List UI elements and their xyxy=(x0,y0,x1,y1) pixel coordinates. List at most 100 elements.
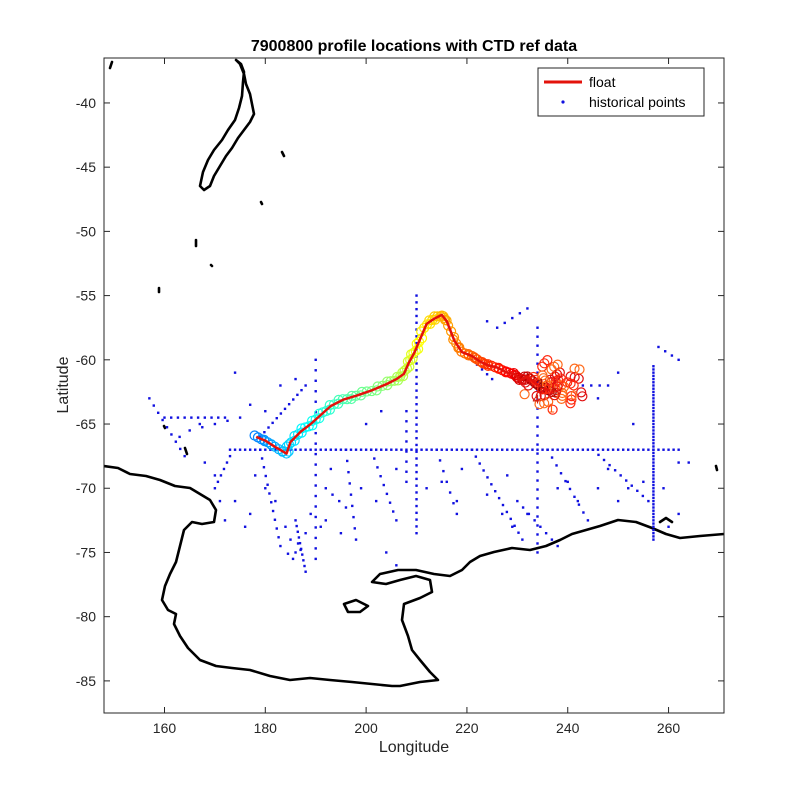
historical-point-254 xyxy=(163,416,166,419)
historical-point-35 xyxy=(405,448,408,451)
historical-point-60 xyxy=(531,448,534,451)
historical-point-349 xyxy=(539,525,542,528)
historical-point-66 xyxy=(561,448,564,451)
historical-point-391 xyxy=(218,499,222,503)
historical-point-4 xyxy=(248,448,252,451)
legend-historical-label: historical points xyxy=(589,94,686,110)
historical-point-263 xyxy=(223,416,227,419)
coastline-islands xyxy=(157,150,286,456)
historical-point-363 xyxy=(405,460,408,463)
historical-point-317 xyxy=(555,464,558,467)
historical-point-389 xyxy=(203,461,207,464)
historical-point-120 xyxy=(652,461,655,464)
historical-point-195 xyxy=(536,452,539,455)
historical-point-430 xyxy=(198,422,201,426)
legend[interactable]: float historical points xyxy=(537,67,705,117)
historical-point-449 xyxy=(460,467,464,471)
historical-point-440 xyxy=(616,371,620,374)
float-track-layer xyxy=(255,313,551,455)
historical-point-380 xyxy=(188,429,191,432)
historical-point-436 xyxy=(364,422,368,426)
historical-point-171 xyxy=(415,470,418,474)
historical-point-109 xyxy=(652,426,655,429)
y-tick-label-4: -60 xyxy=(76,352,96,368)
historical-point-75 xyxy=(606,448,610,451)
historical-point-352 xyxy=(556,544,559,548)
historical-point-361 xyxy=(405,440,408,443)
historical-point-198 xyxy=(536,479,539,482)
historical-point-269 xyxy=(268,492,271,495)
historical-point-89 xyxy=(677,448,680,451)
historical-point-76 xyxy=(611,448,615,451)
historical-point-50 xyxy=(480,448,484,451)
historical-point-54 xyxy=(501,448,504,451)
historical-point-158 xyxy=(415,382,418,386)
historical-point-246 xyxy=(152,404,155,407)
float-end-circle-8 xyxy=(576,387,587,398)
historical-point-137 xyxy=(652,515,655,519)
float-end-circle-58 xyxy=(565,398,576,409)
float-end-circle-17 xyxy=(523,380,534,391)
historical-point-160 xyxy=(415,396,418,399)
historical-point-229 xyxy=(296,393,299,397)
historical-point-98 xyxy=(652,390,655,394)
historical-point-264 xyxy=(259,448,262,451)
historical-point-214 xyxy=(314,431,317,435)
historical-point-415 xyxy=(485,493,489,496)
historical-point-276 xyxy=(344,448,348,451)
historical-point-278 xyxy=(347,470,350,474)
historical-point-205 xyxy=(536,542,539,545)
historical-point-422 xyxy=(596,487,600,490)
historical-point-405 xyxy=(319,525,322,528)
historical-point-388 xyxy=(344,506,348,509)
y-tick-label-2: -50 xyxy=(76,223,96,239)
historical-point-374 xyxy=(303,564,306,568)
historical-point-407 xyxy=(339,531,343,535)
historical-point-181 xyxy=(536,326,539,329)
historical-point-423 xyxy=(616,499,620,503)
historical-point-265 xyxy=(260,457,264,460)
float-end-circle-55 xyxy=(568,380,579,391)
historical-point-81 xyxy=(637,448,640,451)
historical-point-169 xyxy=(415,457,418,460)
float-end-circle-3 xyxy=(557,387,568,399)
historical-point-377 xyxy=(663,350,667,353)
historical-point-302 xyxy=(474,455,478,458)
historical-point-32 xyxy=(390,448,393,451)
historical-point-386 xyxy=(331,493,334,496)
historical-point-347 xyxy=(527,512,531,516)
y-tick-label-9: -85 xyxy=(76,673,96,689)
historical-point-133 xyxy=(652,503,655,506)
historical-point-206 xyxy=(536,551,539,554)
historical-point-124 xyxy=(652,474,655,477)
x-tick-label-5: 260 xyxy=(657,720,681,736)
historical-point-27 xyxy=(364,448,368,451)
historical-point-428 xyxy=(677,512,680,516)
historical-point-242 xyxy=(219,474,223,477)
historical-point-233 xyxy=(279,412,283,415)
historical-point-79 xyxy=(627,448,630,451)
float-profile-circle-12 xyxy=(281,448,292,459)
historical-point-290 xyxy=(385,492,389,496)
historical-point-253 xyxy=(183,454,186,458)
historical-point-94 xyxy=(652,377,655,381)
historical-point-102 xyxy=(652,403,655,406)
historical-point-61 xyxy=(536,448,539,451)
historical-point-191 xyxy=(536,416,539,419)
historical-point-74 xyxy=(601,448,605,451)
historical-point-53 xyxy=(495,448,499,451)
historical-point-439 xyxy=(596,397,600,400)
historical-point-93 xyxy=(652,374,655,378)
historical-point-34 xyxy=(400,448,403,451)
historical-point-410 xyxy=(385,551,388,554)
historical-point-438 xyxy=(485,320,489,323)
historical-point-64 xyxy=(551,448,554,451)
coastline-ice-shelf-island xyxy=(342,598,370,614)
historical-point-355 xyxy=(480,368,484,371)
historical-point-152 xyxy=(415,341,418,345)
historical-point-433 xyxy=(264,409,267,413)
historical-point-345 xyxy=(516,499,519,503)
historical-point-409 xyxy=(374,499,378,503)
historical-point-227 xyxy=(304,384,307,387)
historical-point-51 xyxy=(485,448,489,451)
